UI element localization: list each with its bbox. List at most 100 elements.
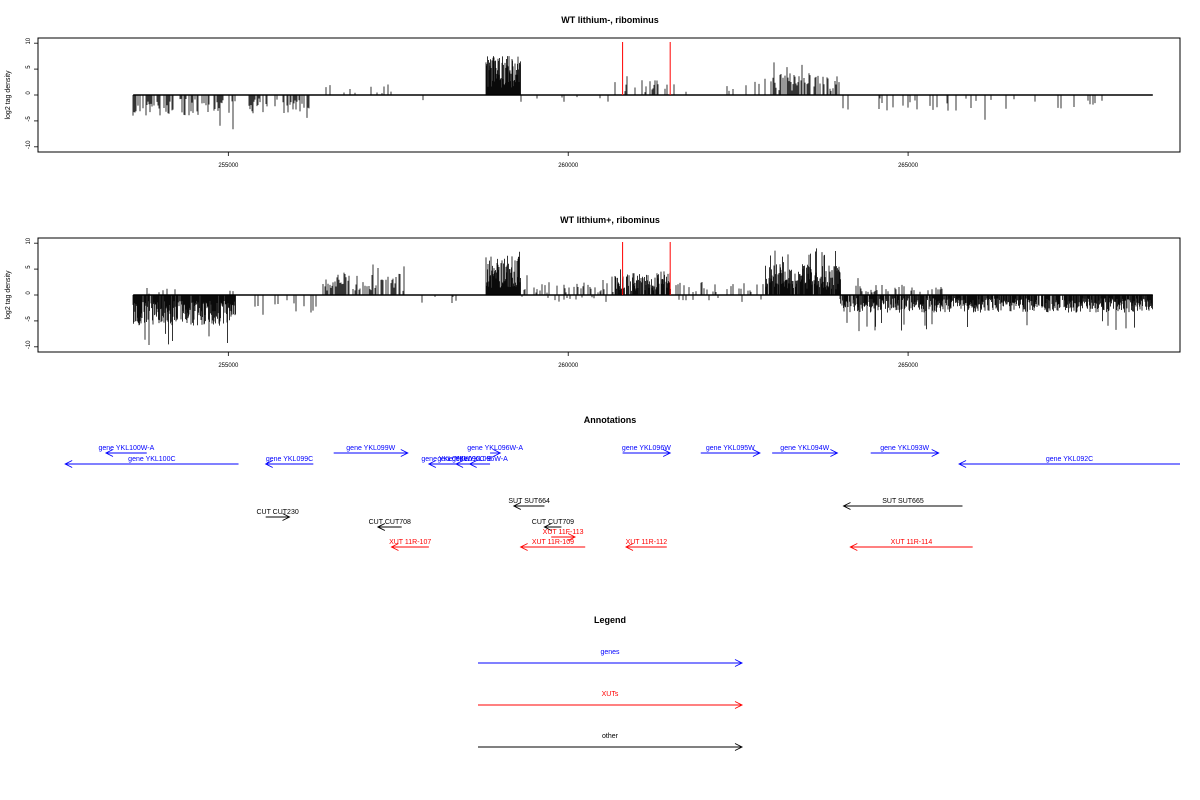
arrow-head-icon <box>455 460 464 468</box>
y-tick-label: 10 <box>26 237 32 244</box>
annotation-label: XUT 11R-109 <box>532 539 574 546</box>
density-panel-lithium-minus: WT lithium-, ribominus 10 5 0 -5 -10 255000 26… <box>5 15 1181 169</box>
x-tick-label: 265000 <box>898 163 919 169</box>
annotation-label: XUT 11R-112 <box>626 539 668 546</box>
annotation-label: gene YKL099W <box>346 445 395 452</box>
arrow-head-icon <box>104 449 114 457</box>
annotation-label: gene YKL093W <box>880 445 929 452</box>
arrow-head-icon <box>830 449 839 457</box>
legend-label: XUTs <box>602 691 619 698</box>
annotation-label: SUT SUT665 <box>882 498 924 505</box>
annotation-feature: XUT 11R-107 <box>389 539 431 551</box>
annotation-feature: CUT CUT709 <box>532 519 574 531</box>
arrow-head-icon <box>468 460 477 468</box>
arrow-head-icon <box>931 449 940 457</box>
y-tick-label: -10 <box>26 140 32 149</box>
panel-title: WT lithium-, ribominus <box>561 15 659 25</box>
legend-label: other <box>602 733 619 740</box>
annotation-feature: SUT SUT665 <box>842 498 963 510</box>
arrow-head-icon <box>849 543 858 551</box>
x-tick-label: 255000 <box>218 363 239 369</box>
annotation-label: XUT 11F-113 <box>543 529 584 536</box>
annotation-feature: gene YKL094W <box>772 445 839 457</box>
arrow-head-icon <box>493 449 502 457</box>
arrow-head-icon <box>543 523 552 531</box>
annotation-feature: gene YKL100C <box>64 456 239 468</box>
arrow-head-icon <box>512 502 522 510</box>
legend-label: genes <box>600 649 620 656</box>
annotation-feature: XUT 11F-113 <box>543 529 584 541</box>
annotation-feature: gene YKL096W-A <box>467 445 523 457</box>
axis-ticks: 10 5 0 -5 -10 255000 260000 265000 <box>26 237 919 369</box>
annotation-feature: gene YKL096W-A <box>452 456 508 468</box>
arrow-head-icon <box>662 449 672 457</box>
arrow-head-icon <box>390 543 399 551</box>
annotation-feature: gene YKL095W <box>700 445 761 457</box>
x-tick-label: 260000 <box>558 163 579 169</box>
y-tick-label: 5 <box>26 265 32 269</box>
annotation-label: gene YKL092C <box>1046 456 1093 463</box>
annotation-label: gene YKL099C <box>266 456 313 463</box>
annotation-label: gene YKL096W-A <box>467 445 523 452</box>
annotation-label: gene YKL097W <box>421 456 470 463</box>
density-panel-lithium-plus: WT lithium+, ribominus 10 5 0 -5 -10 255000 26… <box>5 215 1181 369</box>
y-tick-label: -10 <box>26 340 32 349</box>
arrow-head-icon <box>752 449 761 457</box>
y-tick-label: 0 <box>26 91 32 95</box>
annotation-label: gene YKL095W <box>706 445 755 452</box>
legend-panel: Legend genes XUTs other <box>478 615 744 751</box>
annotation-feature: XUT 11R-114 <box>849 539 973 551</box>
annotation-label: gene YKL096W-A <box>452 456 508 463</box>
annotation-label: CUT CUT709 <box>532 519 574 526</box>
marker-lines <box>622 42 671 95</box>
arrow-head-icon <box>958 460 967 468</box>
density-bars <box>132 248 1153 346</box>
annotation-feature: gene YKL096W <box>622 445 671 457</box>
arrow-head-icon <box>376 523 386 531</box>
axis-ticks: 10 5 0 -5 -10 255000 260000 265000 <box>26 37 919 169</box>
annotation-feature: gene YKL093W <box>870 445 940 457</box>
y-axis-label: log2 tag density <box>5 270 12 320</box>
panel-title: WT lithium+, ribominus <box>560 215 660 225</box>
annotation-feature: XUT 11R-109 <box>519 539 586 551</box>
y-tick-label: -5 <box>26 316 32 322</box>
annotation-feature: gene YKL100W-A <box>98 445 155 457</box>
arrow-head-icon <box>734 659 744 667</box>
density-bars <box>132 56 1153 130</box>
arrow-head-icon <box>427 460 437 468</box>
legend-entry: XUTs <box>478 691 744 709</box>
annotation-label: CUT CUT708 <box>369 519 411 526</box>
annotation-label: CUT CUT230 <box>256 509 298 516</box>
annotation-feature: CUT CUT708 <box>369 519 411 531</box>
annotation-feature: gene YKL092C <box>958 456 1180 468</box>
annotation-list: gene YKL100W-A gene YKL100C gene YKL099C ge… <box>64 445 1180 551</box>
arrow-head-icon <box>400 449 409 457</box>
annotation-label: XUT 11R-114 <box>891 539 933 546</box>
marker-lines <box>622 242 671 295</box>
legend-list: genes XUTs other <box>478 649 744 751</box>
y-tick-label: 5 <box>26 65 32 69</box>
annotation-label: gene YKL100C <box>128 456 175 463</box>
x-tick-label: 260000 <box>558 363 579 369</box>
arrow-head-icon <box>64 460 73 468</box>
annotation-feature: gene YKL099C <box>264 456 314 468</box>
annotation-feature: SUT SUT664 <box>508 498 550 510</box>
x-tick-label: 255000 <box>218 163 239 169</box>
y-tick-label: 10 <box>26 37 32 44</box>
x-tick-label: 265000 <box>898 363 919 369</box>
arrow-head-icon <box>842 502 851 510</box>
annotation-label: gene YKL096C-B <box>437 456 492 463</box>
annotation-label: SUT SUT664 <box>508 498 550 505</box>
arrow-head-icon <box>264 460 273 468</box>
legend-title: Legend <box>594 615 626 625</box>
annotation-feature: CUT CUT230 <box>256 509 299 521</box>
arrow-head-icon <box>734 743 744 751</box>
arrow-head-icon <box>567 533 577 541</box>
arrow-head-icon <box>519 543 528 551</box>
annotations-title: Annotations <box>584 415 637 425</box>
annotation-label: gene YKL096W <box>622 445 671 452</box>
arrow-head-icon <box>734 701 744 709</box>
arrow-head-icon <box>282 513 291 521</box>
